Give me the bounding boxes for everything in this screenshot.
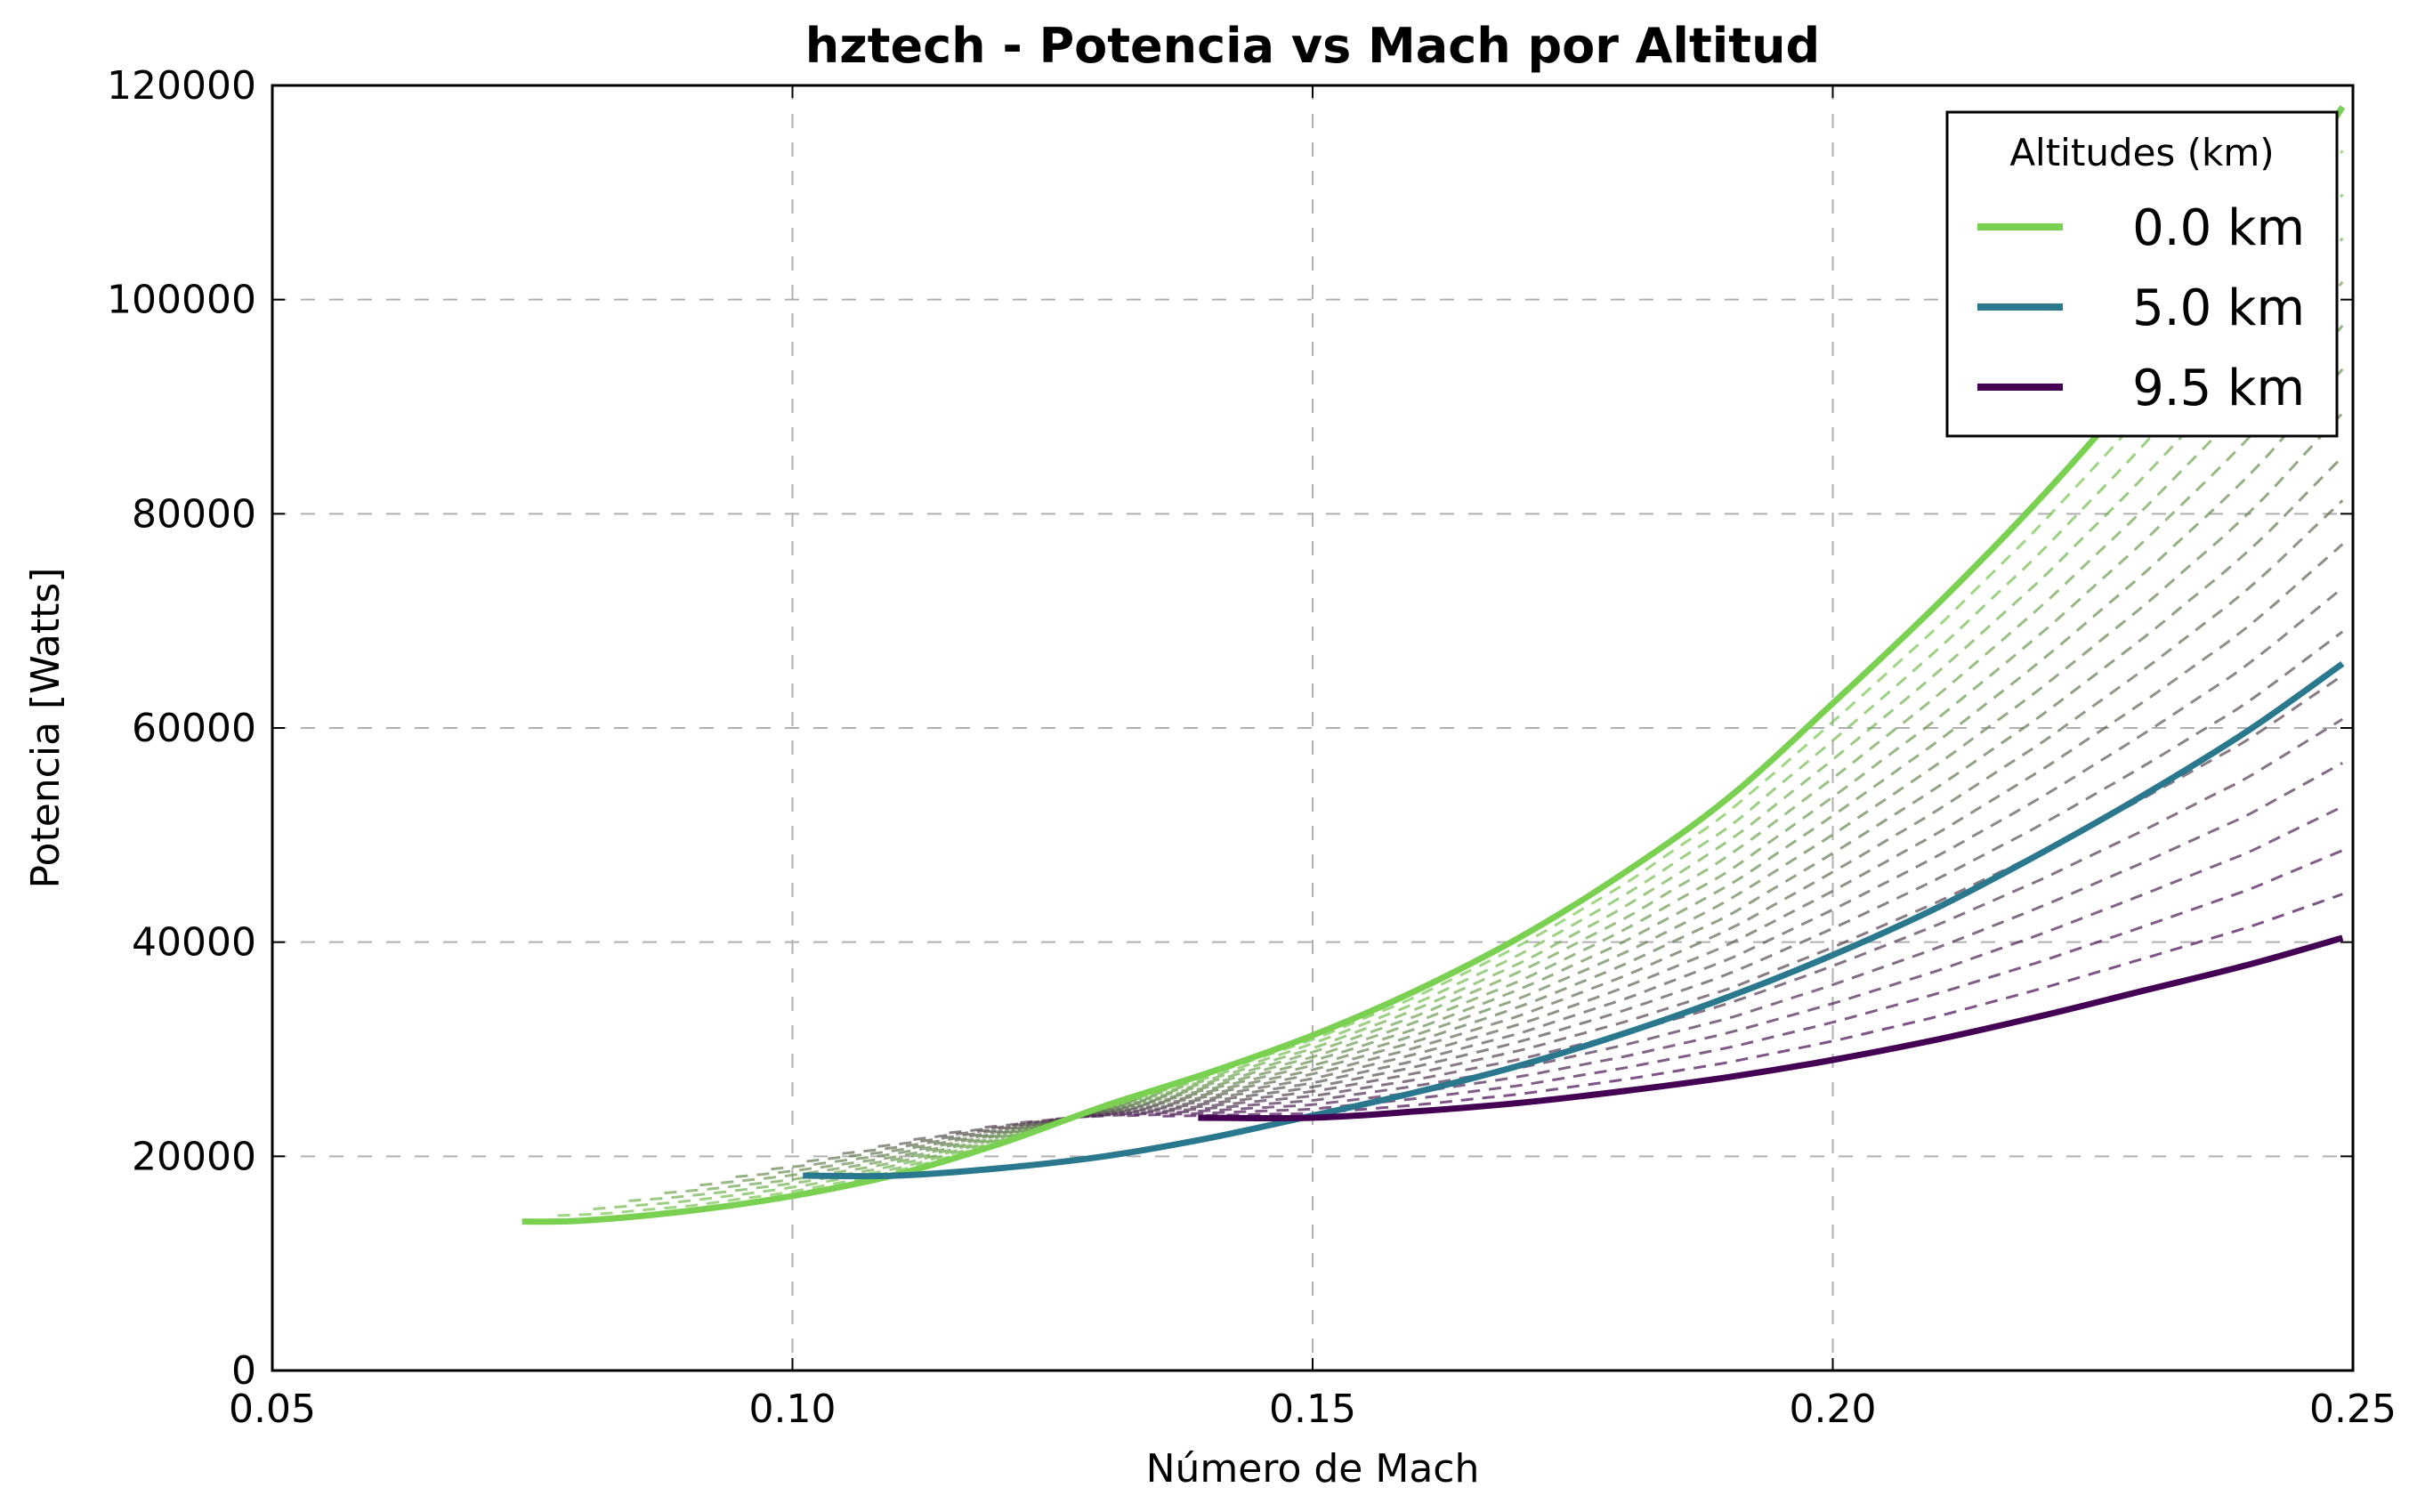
x-tick-label: 0.10 bbox=[749, 1387, 837, 1432]
intermediate-altitude-curve bbox=[1127, 849, 2343, 1118]
intermediate-altitude-curve bbox=[1055, 761, 2344, 1120]
legend-label: 5.0 km bbox=[2132, 279, 2305, 337]
legend-title: Altitudes (km) bbox=[2009, 131, 2274, 174]
x-tick-label: 0.20 bbox=[1790, 1387, 1877, 1432]
legend: Altitudes (km) 0.0 km 5.0 km 9.5 km bbox=[1945, 110, 2339, 438]
legend-entries: 0.0 km 5.0 km 9.5 km bbox=[1977, 199, 2305, 417]
series-line-0-0-km bbox=[521, 105, 2346, 1225]
intermediate-altitude-curve bbox=[913, 586, 2344, 1141]
y-tick-label: 80000 bbox=[132, 491, 256, 537]
y-tick-label: 100000 bbox=[107, 278, 256, 323]
intermediate-altitude-curve bbox=[1091, 805, 2343, 1119]
intermediate-altitude-curve bbox=[949, 630, 2344, 1135]
x-tick-label: 0.15 bbox=[1269, 1387, 1356, 1432]
legend-label: 0.0 km bbox=[2132, 199, 2305, 257]
intermediate-altitude-curve bbox=[1162, 893, 2343, 1118]
x-tick-label: 0.05 bbox=[229, 1387, 316, 1432]
intermediate-altitude-curve bbox=[771, 412, 2344, 1171]
intermediate-altitude-curve bbox=[628, 237, 2344, 1202]
y-tick-label: 40000 bbox=[132, 920, 256, 966]
series-line-9-5-km bbox=[1198, 934, 2344, 1122]
intermediate-altitude-curve bbox=[842, 499, 2344, 1155]
chart-title: hztech - Potencia vs Mach por Altitud bbox=[805, 18, 1820, 74]
y-axis-label: Potencia [Watts] bbox=[23, 568, 69, 889]
y-tick-label: 0 bbox=[231, 1348, 256, 1394]
y-tick-labels: 0 20000 40000 60000 80000 100000 120000 bbox=[107, 63, 256, 1394]
intermediate-altitude-curve bbox=[699, 324, 2344, 1187]
x-tick-label: 0.25 bbox=[2309, 1387, 2397, 1432]
x-axis-label: Número de Mach bbox=[1146, 1446, 1480, 1492]
series-line-5-0-km bbox=[803, 660, 2345, 1180]
intermediate-altitude-curve bbox=[593, 193, 2344, 1211]
legend-box bbox=[1945, 110, 2339, 438]
grid-lines bbox=[272, 85, 2353, 1371]
legend-label: 9.5 km bbox=[2132, 360, 2305, 417]
x-tick-labels: 0.05 0.10 0.15 0.20 0.25 bbox=[229, 1387, 2397, 1432]
intermediate-altitude-curve bbox=[735, 368, 2344, 1178]
intermediate-altitude-curve bbox=[557, 150, 2344, 1217]
intermediate-altitude-curve bbox=[664, 280, 2344, 1195]
axis-ticks bbox=[271, 85, 2354, 1371]
y-tick-label: 20000 bbox=[132, 1134, 256, 1179]
y-tick-label: 120000 bbox=[107, 63, 256, 109]
intermediate-altitude-curve bbox=[877, 543, 2344, 1148]
y-tick-label: 60000 bbox=[132, 706, 256, 751]
series-lines bbox=[521, 105, 2346, 1225]
